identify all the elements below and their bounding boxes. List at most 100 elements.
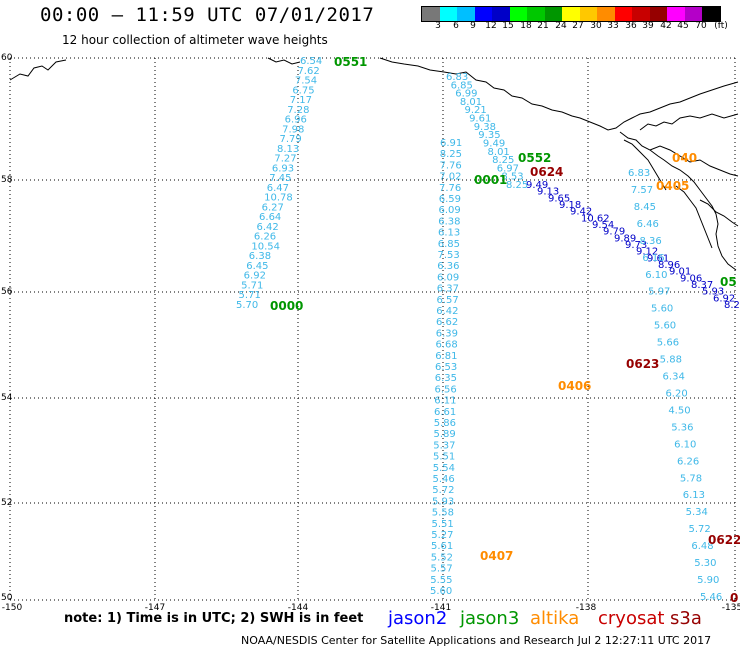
colorbar-tick-label: (ft) [714,21,728,31]
colorbar-swatch [544,7,562,21]
colorbar-tick-label: 45 [677,21,689,31]
coastline-segment [379,57,739,131]
wave-height-label: 5.90 [697,575,719,586]
wave-height-label: 10.78 [264,193,293,204]
wave-height-label: 5.72 [688,524,710,535]
latitude-label: 60 [1,53,13,63]
wave-height-label: 6.10 [645,270,667,281]
wave-height-label: 6.46 [637,219,659,230]
wave-height-label: 9.61 [469,114,491,125]
colorbar-swatch [422,7,440,21]
colorbar-swatch [649,7,667,21]
wave-height-label: 9.65 [548,193,570,204]
wave-height-label: 6.38 [249,251,271,262]
latitude-label: 50 [1,593,13,603]
wave-height-label: 7.76 [440,160,462,171]
wave-height-label: 7.62 [297,66,319,77]
colorbar-swatch [579,7,597,21]
longitude-label: -141 [431,603,451,613]
wave-height-label: 6.34 [663,372,685,383]
page-subtitle: 12 hour collection of altimeter wave hei… [62,33,328,47]
colorbar-swatch [474,7,492,21]
colorbar-swatch [614,7,632,21]
wave-height-label: 6.83 [446,72,468,83]
colorbar-tick-label: 3 [435,21,441,31]
longitude-label: -135 [722,603,740,613]
legend-jason2: jason2 [388,608,448,629]
wave-height-label: 5.51 [433,452,455,463]
colorbar-tick-label: 70 [695,21,707,31]
wave-height-label: 9.35 [478,130,500,141]
wave-height-label: 9.38 [474,122,496,133]
colorbar-swatch [667,7,685,21]
wave-height-label: 6.56 [435,384,457,395]
coastline-segment [639,113,739,131]
wave-height-label: 6.09 [439,205,461,216]
wave-height-label: 5.27 [431,530,453,541]
wave-height-label: 6.20 [665,388,687,399]
legend-cryosat: cryosat [598,608,665,629]
wave-height-label: 7.53 [438,250,460,261]
wave-height-label: 5.46 [700,592,722,603]
wave-height-label: 6.75 [292,85,314,96]
wave-height-label: 6.37 [437,284,459,295]
wave-height-points: 6.547.627.546.757.177.286.967.987.798.13… [236,56,740,603]
colorbar-swatch [597,7,615,21]
wave-height-label: 5.93 [432,496,454,507]
wave-height-label: 10.62 [581,213,610,224]
wave-height-label: 5.55 [430,575,452,586]
wave-height-label: 5.97 [648,287,670,298]
colorbar-swatch [632,7,650,21]
colorbar-swatch [684,7,702,21]
coastline-segment [619,131,737,271]
wave-height-label: 7.79 [280,134,302,145]
wave-height-label: 8.01 [488,147,510,158]
coastline-segment [675,185,713,249]
wave-height-label: 6.92 [244,271,266,282]
colorbar [421,6,721,22]
latitude-label: 52 [1,498,12,508]
wave-height-label: 9.12 [636,247,658,258]
wave-height-label: 5.86 [434,418,456,429]
wave-height-label: 6.62 [436,317,458,328]
wave-height-label: 8.25 [440,149,462,160]
track-time-label: 0624 [530,165,563,179]
colorbar-tick-label: 36 [625,21,637,31]
wave-height-label: 6.85 [451,80,473,91]
colorbar-tick-labels: 3 6 9 12 15 18 21 24 27 30 33 36 39 42 45 70 (ft) [421,21,729,33]
wave-height-label: 7.27 [274,154,296,165]
legend-altika: altika [530,608,580,629]
track-time-label: 0407 [480,549,513,563]
track-time-label: 040 [672,151,697,165]
axis-labels: -150 -147 -144 -141 -138 -135 60 58 56 54 52 50 [1,53,740,613]
wave-height-label: 7.02 [439,172,461,183]
wave-height-label: 7.54 [295,76,317,87]
footer-legend: note: 1) Time is in UTC; 2) SWH is in fe… [0,608,740,630]
wave-height-label: 6.26 [677,456,699,467]
wave-height-label: 9.13 [537,187,559,198]
longitude-label: -144 [288,603,309,613]
wave-height-label: 8.25 [506,180,528,191]
wave-height-label: 6.09 [437,272,459,283]
wave-height-label: 4.50 [668,405,690,416]
wave-height-label: 6.48 [691,541,713,552]
colorbar-swatch [562,7,580,21]
wave-height-label: 5.51 [432,519,454,530]
track-time-label: 0406 [558,379,591,393]
wave-height-label: 10.54 [251,241,280,252]
wave-height-label: 6.99 [455,89,477,100]
wave-height-label: 9.73 [625,240,647,251]
track-time-label: 0623 [626,357,659,371]
wave-height-label: 6.68 [436,340,458,351]
wave-height-label: 7.76 [439,183,461,194]
colorbar-swatch [439,7,457,21]
wave-height-label: 6.35 [435,373,457,384]
wave-height-label: 6.38 [438,216,460,227]
wave-height-label: 8.36 [640,236,662,247]
track-time-label: 0551 [334,55,367,69]
wave-height-label: 5.46 [433,474,455,485]
wave-height-label: 5.70 [236,300,258,311]
legend-jason3: jason3 [460,608,520,629]
latitude-label: 56 [1,287,13,297]
